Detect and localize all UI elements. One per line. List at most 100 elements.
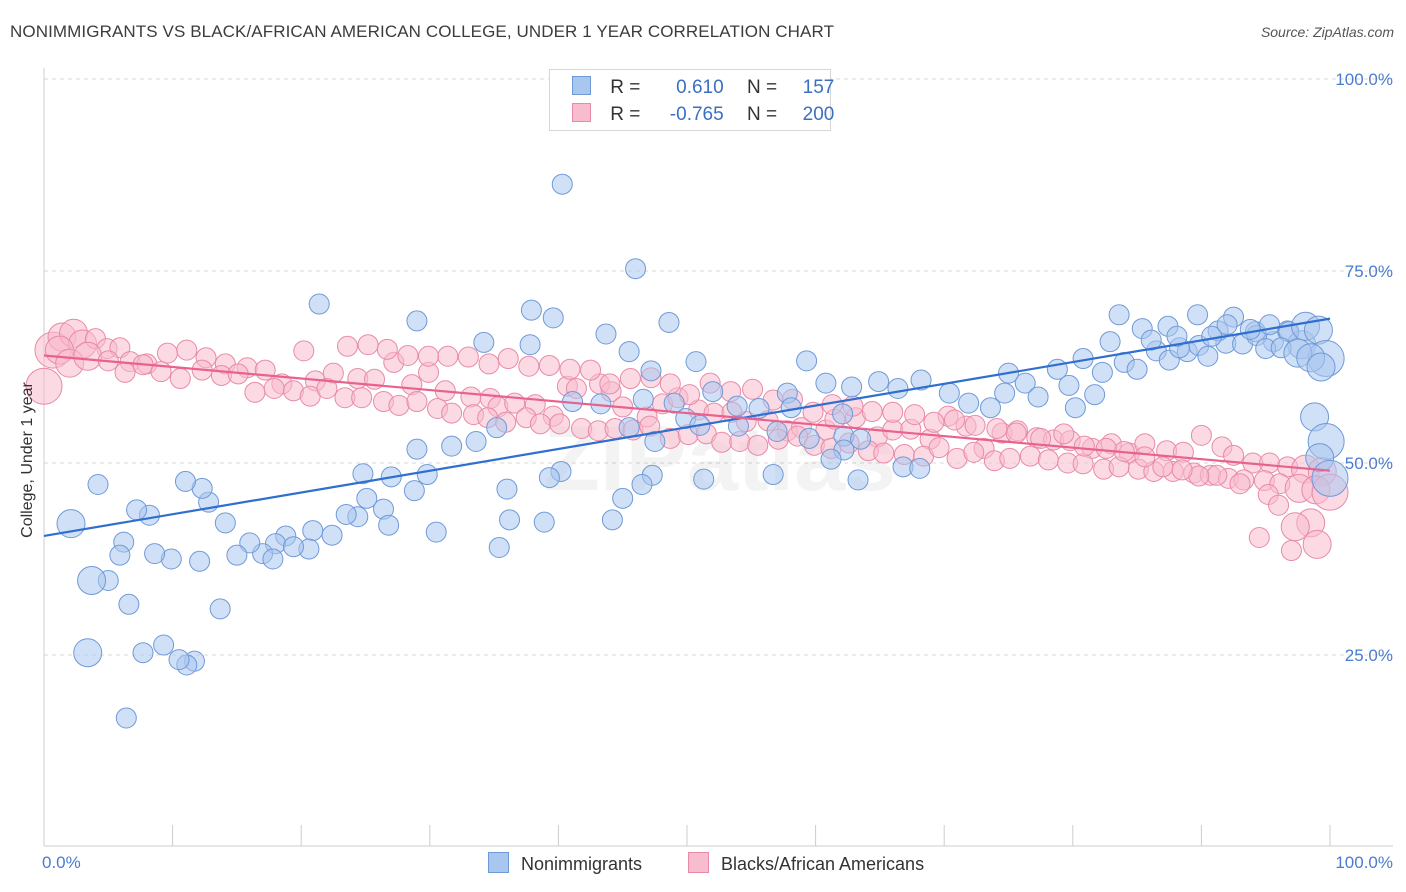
point-blacks <box>263 378 285 400</box>
point-nonimmigrants <box>239 532 261 554</box>
point-nonimmigrants <box>1091 361 1113 383</box>
point-nonimmigrants <box>214 512 236 534</box>
point-blacks <box>747 434 769 456</box>
point-blacks <box>73 341 103 371</box>
point-nonimmigrants <box>632 388 654 410</box>
point-blacks <box>497 348 519 370</box>
point-nonimmigrants <box>226 544 248 566</box>
point-nonimmigrants <box>958 392 980 414</box>
point-nonimmigrants <box>473 331 495 353</box>
point-nonimmigrants <box>1216 314 1238 336</box>
point-nonimmigrants <box>841 376 863 398</box>
point-nonimmigrants <box>352 463 374 485</box>
point-blacks <box>441 402 463 424</box>
bottom-legend-nonimmigrants: Nonimmigrants <box>488 852 642 875</box>
point-nonimmigrants <box>612 487 634 509</box>
point-blacks <box>963 441 985 463</box>
point-nonimmigrants <box>416 464 438 486</box>
point-nonimmigrants <box>1259 314 1281 336</box>
point-nonimmigrants <box>1311 459 1349 497</box>
bottom-legend-label: Blacks/African Americans <box>721 854 925 874</box>
point-nonimmigrants <box>533 511 555 533</box>
point-nonimmigrants <box>1197 345 1219 367</box>
point-nonimmigrants <box>520 299 542 321</box>
point-nonimmigrants <box>126 499 148 521</box>
point-nonimmigrants <box>625 258 647 280</box>
legend-row-blacks: R = -0.765 N = 200 <box>572 103 834 126</box>
point-nonimmigrants <box>658 311 680 333</box>
axes <box>43 68 1393 847</box>
point-blacks <box>986 417 1008 439</box>
point-blacks <box>1019 445 1041 467</box>
point-nonimmigrants <box>441 435 463 457</box>
point-blacks <box>943 409 965 431</box>
point-blacks <box>580 359 602 381</box>
point-blacks <box>559 358 581 380</box>
point-nonimmigrants <box>798 427 820 449</box>
point-nonimmigrants <box>496 478 518 500</box>
point-nonimmigrants <box>378 514 400 536</box>
legend-r-label: R = <box>610 104 641 125</box>
point-nonimmigrants <box>551 173 573 195</box>
point-nonimmigrants <box>425 521 447 543</box>
point-nonimmigrants <box>406 438 428 460</box>
point-blacks <box>376 338 398 360</box>
point-nonimmigrants <box>868 371 890 393</box>
point-nonimmigrants <box>618 417 640 439</box>
point-blacks <box>478 353 500 375</box>
point-blacks <box>1072 453 1094 475</box>
point-nonimmigrants <box>820 448 842 470</box>
point-blacks <box>873 442 895 464</box>
point-nonimmigrants <box>644 430 666 452</box>
point-blacks <box>25 367 63 405</box>
y-tick-label: 75.0% <box>1345 262 1393 281</box>
trend-line-blacks <box>43 354 1331 472</box>
point-blacks <box>1280 512 1310 542</box>
point-blacks <box>861 401 883 423</box>
point-nonimmigrants <box>189 550 211 572</box>
point-nonimmigrants <box>887 378 909 400</box>
point-nonimmigrants <box>144 543 166 565</box>
point-nonimmigrants <box>302 520 324 542</box>
point-nonimmigrants <box>403 480 425 502</box>
point-nonimmigrants <box>77 566 107 596</box>
bottom-legend-label: Nonimmigrants <box>521 854 643 874</box>
point-blacks <box>1005 422 1027 444</box>
point-nonimmigrants <box>693 468 715 490</box>
point-blacks <box>1206 464 1228 486</box>
point-nonimmigrants <box>910 369 932 391</box>
legend-r-label: R = <box>610 77 641 98</box>
point-nonimmigrants <box>321 524 343 546</box>
point-nonimmigrants <box>262 548 284 570</box>
point-blacks <box>1152 456 1174 478</box>
point-nonimmigrants <box>938 382 960 404</box>
point-blacks <box>156 342 178 364</box>
chart-title: NONIMMIGRANTS VS BLACK/AFRICAN AMERICAN … <box>10 22 835 41</box>
y-tick-label: 50.0% <box>1345 454 1393 473</box>
point-blacks <box>711 431 733 453</box>
bottom-legend-blacks: Blacks/African Americans <box>688 852 924 875</box>
point-blacks <box>742 378 764 400</box>
point-nonimmigrants <box>663 392 685 414</box>
trend-line-nonimmigrants <box>43 317 1331 538</box>
point-blacks <box>437 345 459 367</box>
point-blacks <box>316 378 338 400</box>
point-blacks <box>336 335 358 357</box>
point-blacks <box>1037 449 1059 471</box>
point-nonimmigrants <box>488 536 510 558</box>
source-label: Source: ZipAtlas.com <box>1260 24 1394 40</box>
point-blacks <box>1280 540 1302 562</box>
point-nonimmigrants <box>1187 304 1209 326</box>
point-blacks <box>619 368 641 390</box>
legend-row-nonimmigrants: R = 0.610 N = 157 <box>572 76 834 99</box>
tick-labels: 25.0% 50.0% 75.0% 100.0% 0.0% 100.0% <box>42 70 1393 872</box>
legend-r-value: -0.765 <box>669 104 724 125</box>
legend-n-value: 200 <box>802 104 835 125</box>
point-nonimmigrants <box>115 707 137 729</box>
point-blacks <box>397 344 419 366</box>
point-nonimmigrants <box>153 634 175 656</box>
point-nonimmigrants <box>601 509 623 531</box>
point-nonimmigrants <box>1108 304 1130 326</box>
point-blacks <box>1268 494 1290 516</box>
point-blacks <box>599 373 621 395</box>
